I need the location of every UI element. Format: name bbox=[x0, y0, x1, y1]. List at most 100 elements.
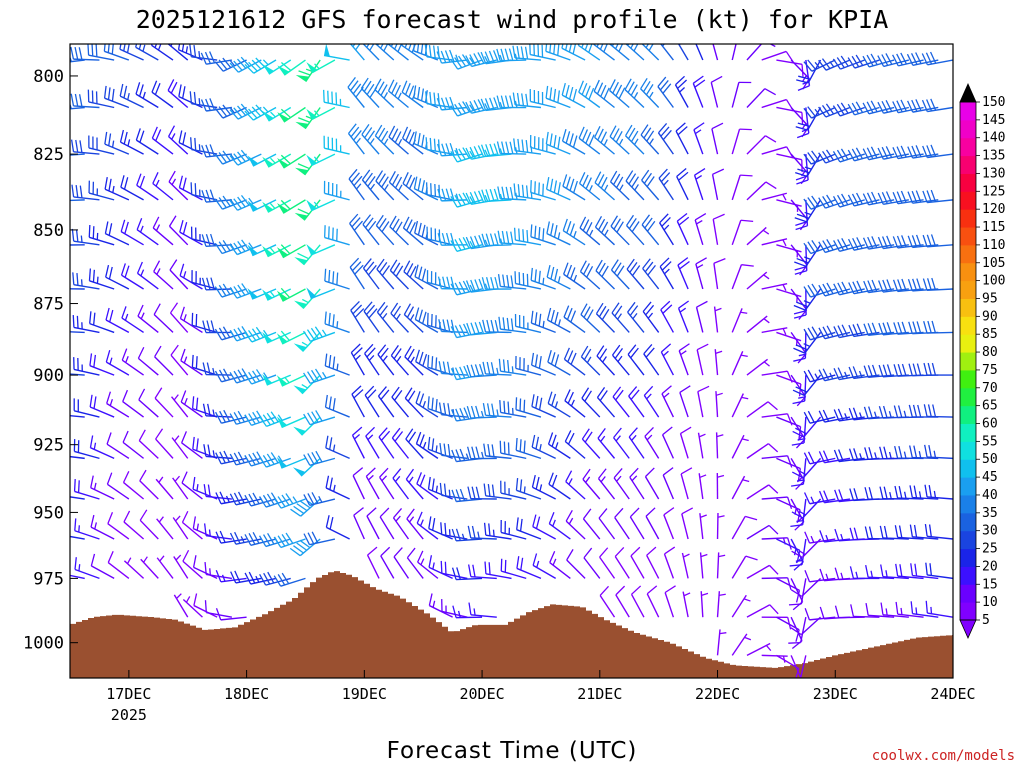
wind-barb bbox=[73, 357, 100, 376]
wind-barb bbox=[614, 547, 630, 579]
wind-barb bbox=[640, 77, 660, 108]
wind-barb bbox=[135, 128, 159, 155]
colorbar-segment bbox=[960, 405, 976, 425]
wind-barb bbox=[89, 435, 115, 460]
wind-barb bbox=[609, 125, 630, 155]
wind-barb bbox=[731, 351, 748, 376]
wind-barb bbox=[389, 215, 409, 246]
wind-barb bbox=[877, 235, 909, 250]
wind-barb bbox=[681, 552, 690, 579]
wind-barb bbox=[663, 507, 675, 540]
y-tick-label: 975 bbox=[33, 569, 64, 589]
wind-barb bbox=[659, 257, 674, 290]
wind-barb bbox=[695, 300, 708, 333]
wind-barb bbox=[152, 172, 174, 201]
wind-barb bbox=[303, 531, 336, 546]
wind-barb bbox=[374, 124, 395, 155]
wind-barb bbox=[565, 470, 586, 500]
wind-barb bbox=[582, 508, 601, 540]
colorbar-legend: 5 10 15 20 25 30 35 40 45 50 55 60 65 70 75 80 85 90 95 100… bbox=[959, 83, 1005, 639]
wind-barb bbox=[629, 507, 645, 540]
x-tick-label: 17DEC bbox=[106, 685, 151, 703]
wind-barb bbox=[657, 123, 674, 155]
wind-barb bbox=[630, 546, 645, 579]
wind-barb bbox=[390, 345, 410, 376]
wind-barb bbox=[664, 585, 676, 618]
wind-barb bbox=[467, 525, 497, 540]
wind-barb bbox=[306, 153, 336, 167]
wind-barb bbox=[643, 385, 660, 418]
wind-barb bbox=[921, 51, 953, 66]
wind-barb bbox=[137, 304, 159, 333]
colorbar-label: 25 bbox=[982, 542, 998, 557]
wind-barb bbox=[200, 98, 232, 112]
wind-barb bbox=[496, 48, 527, 62]
wind-barb bbox=[416, 472, 439, 500]
wind-barb bbox=[582, 468, 601, 500]
wind-barb bbox=[366, 546, 380, 579]
wind-barb bbox=[404, 345, 424, 376]
wind-barb bbox=[792, 416, 822, 438]
wind-barb bbox=[710, 75, 723, 108]
wind-barb bbox=[361, 124, 380, 155]
wind-barb bbox=[119, 44, 144, 61]
wind-barb bbox=[451, 448, 483, 463]
wind-barb bbox=[200, 51, 232, 65]
wind-barb bbox=[833, 367, 865, 381]
wind-barb bbox=[697, 432, 706, 459]
wind-barb bbox=[596, 386, 616, 418]
wind-barb bbox=[89, 353, 115, 376]
colorbar-segment bbox=[960, 512, 976, 532]
wind-barb bbox=[499, 440, 527, 460]
wind-barb bbox=[746, 642, 772, 656]
wind-barb bbox=[70, 332, 71, 334]
wind-barb bbox=[156, 516, 174, 540]
wind-barb bbox=[293, 331, 321, 352]
colorbar-segment bbox=[960, 102, 976, 121]
wind-barb bbox=[402, 216, 424, 246]
wind-barb bbox=[923, 362, 953, 376]
wind-barb bbox=[403, 303, 424, 333]
wind-barb bbox=[863, 322, 895, 337]
wind-barb bbox=[73, 439, 100, 460]
wind-barb bbox=[711, 122, 724, 155]
wind-barb bbox=[349, 44, 365, 61]
wind-barb bbox=[713, 306, 722, 333]
wind-barb bbox=[731, 174, 753, 201]
wind-barb bbox=[531, 475, 556, 500]
wind-barb bbox=[136, 173, 159, 201]
colorbar-label: 30 bbox=[982, 524, 998, 539]
wind-barb bbox=[515, 437, 542, 460]
wind-barb bbox=[546, 221, 571, 246]
wind-barb bbox=[451, 488, 483, 503]
wind-barb bbox=[119, 129, 144, 155]
wind-barb bbox=[924, 523, 953, 540]
wind-barb bbox=[879, 525, 909, 540]
wind-barb bbox=[182, 549, 203, 579]
colorbar-segment bbox=[960, 602, 976, 621]
x-tick-year: 2025 bbox=[111, 706, 147, 724]
colorbar-segment bbox=[960, 298, 976, 317]
wind-barb bbox=[122, 389, 144, 418]
x-axis: 17DEC 2025 18DEC 19DEC 20DEC 21DEC 22DEC 23DEC 2… bbox=[106, 670, 976, 724]
wind-barb bbox=[761, 496, 793, 510]
wind-barb bbox=[803, 410, 836, 424]
colorbar-segment bbox=[960, 173, 976, 192]
wind-barb bbox=[715, 391, 723, 418]
colorbar-label: 45 bbox=[982, 470, 998, 485]
wind-barb bbox=[247, 288, 277, 300]
wind-barb bbox=[104, 176, 130, 201]
wind-barb bbox=[70, 499, 71, 500]
wind-barb bbox=[597, 427, 616, 459]
colorbar-segment bbox=[960, 477, 976, 496]
wind-barb bbox=[276, 199, 306, 214]
wind-barb bbox=[746, 604, 779, 618]
wind-barb bbox=[819, 530, 851, 543]
wind-barb bbox=[402, 172, 424, 201]
x-axis-label: Forecast Time (UTC) bbox=[387, 738, 638, 764]
wind-barb bbox=[761, 327, 788, 336]
wind-barb bbox=[428, 516, 453, 540]
wind-barb bbox=[515, 397, 542, 418]
wind-barb bbox=[697, 385, 710, 418]
wind-barb bbox=[512, 92, 542, 109]
